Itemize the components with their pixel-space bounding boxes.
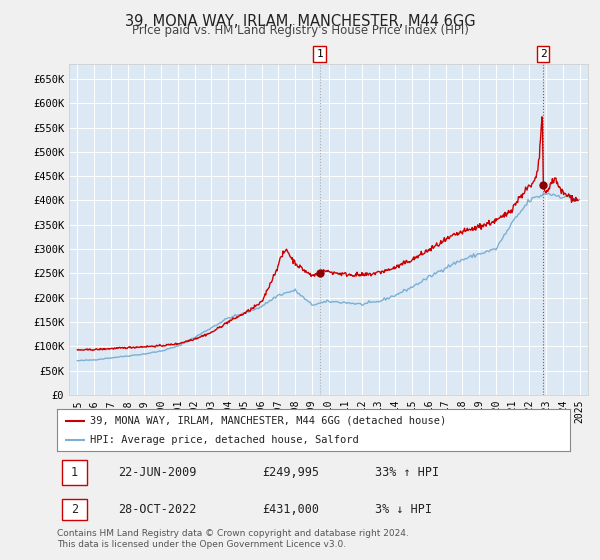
Text: 33% ↑ HPI: 33% ↑ HPI (375, 466, 439, 479)
Text: 3% ↓ HPI: 3% ↓ HPI (375, 503, 432, 516)
Text: 2: 2 (71, 503, 78, 516)
FancyBboxPatch shape (62, 498, 87, 520)
Text: 39, MONA WAY, IRLAM, MANCHESTER, M44 6GG (detached house): 39, MONA WAY, IRLAM, MANCHESTER, M44 6GG… (91, 416, 446, 426)
Text: 22-JUN-2009: 22-JUN-2009 (119, 466, 197, 479)
Text: 1: 1 (316, 49, 323, 59)
Text: £431,000: £431,000 (262, 503, 319, 516)
FancyBboxPatch shape (62, 460, 87, 485)
Text: Contains HM Land Registry data © Crown copyright and database right 2024.
This d: Contains HM Land Registry data © Crown c… (57, 529, 409, 549)
Text: £249,995: £249,995 (262, 466, 319, 479)
Text: HPI: Average price, detached house, Salford: HPI: Average price, detached house, Salf… (91, 435, 359, 445)
Text: 28-OCT-2022: 28-OCT-2022 (119, 503, 197, 516)
Text: 39, MONA WAY, IRLAM, MANCHESTER, M44 6GG: 39, MONA WAY, IRLAM, MANCHESTER, M44 6GG (125, 14, 475, 29)
Text: 2: 2 (540, 49, 547, 59)
Text: 1: 1 (71, 466, 78, 479)
Text: Price paid vs. HM Land Registry's House Price Index (HPI): Price paid vs. HM Land Registry's House … (131, 24, 469, 37)
